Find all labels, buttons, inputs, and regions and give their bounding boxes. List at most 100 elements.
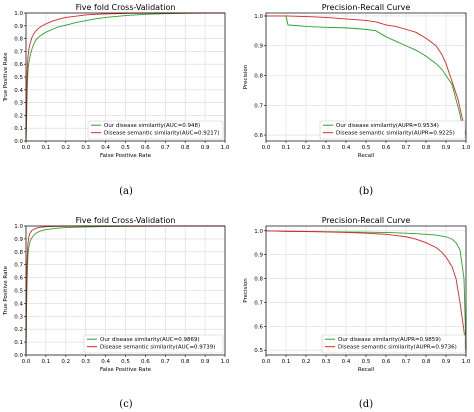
panel-caption: (d) bbox=[359, 399, 373, 410]
x-tick-label: 0.4 bbox=[342, 145, 351, 151]
chart-panel-2: 0.0 0.1 0.2 0.3 0.4 0.5 0.6 0.7 0.8 0.9 1.0 0.6 0.7 0… bbox=[243, 3, 471, 197]
x-axis-label: False Positive Rate bbox=[100, 367, 152, 373]
plot-frame bbox=[25, 225, 226, 356]
legend: Our disease similarity(AUC=0.948) Disease… bbox=[87, 120, 224, 140]
x-tick-label: 0.9 bbox=[442, 359, 451, 365]
y-tick-label: 0.5 bbox=[14, 75, 23, 81]
x-tick-label: 1.0 bbox=[221, 145, 230, 151]
legend-entry: Our disease similarity(AUPR=0.9859) bbox=[338, 337, 441, 343]
legend-entry: Our disease similarity(AUC=0.948) bbox=[104, 123, 200, 129]
y-tick-label: 0.6 bbox=[254, 133, 263, 139]
y-tick-label: 0.6 bbox=[254, 324, 263, 330]
y-tick-label: 0.5 bbox=[14, 289, 23, 295]
series-line-1 bbox=[25, 12, 225, 142]
x-tick-label: 0.3 bbox=[322, 359, 331, 365]
x-tick-label: 0.7 bbox=[402, 359, 411, 365]
x-tick-label: 0.6 bbox=[141, 359, 150, 365]
legend-entry: Our disease similarity(AUC=0.9869) bbox=[100, 337, 200, 343]
plot-frame bbox=[265, 12, 467, 142]
legend-entry: Disease semantic similarity(AUPR=0.9225) bbox=[336, 131, 455, 137]
y-tick-label: 0.9 bbox=[14, 24, 23, 30]
x-tick-label: 0.6 bbox=[382, 359, 391, 365]
x-axis-label: False Positive Rate bbox=[100, 153, 152, 159]
x-tick-label: 0.8 bbox=[422, 145, 431, 151]
x-tick-label: 0.2 bbox=[61, 145, 70, 151]
x-axis-label: Recall bbox=[358, 367, 375, 373]
y-tick-label: 0.6 bbox=[14, 276, 23, 282]
y-tick-label: 0.8 bbox=[254, 277, 263, 283]
legend: Our disease similarity(AUPR=0.9859) Disea… bbox=[321, 334, 466, 354]
x-tick-label: 0.5 bbox=[362, 145, 371, 151]
y-tick-label: 0.7 bbox=[254, 300, 263, 306]
y-tick-label: 1.0 bbox=[14, 224, 23, 230]
x-tick-label: 0.6 bbox=[141, 145, 150, 151]
legend-entry: Disease semantic similarity(AUPR=0.9736) bbox=[338, 345, 457, 351]
x-tick-label: 1.0 bbox=[462, 359, 471, 365]
y-tick-label: 1.0 bbox=[254, 14, 263, 20]
y-tick-label: 0.9 bbox=[254, 253, 263, 259]
x-tick-label: 0.8 bbox=[181, 359, 190, 365]
y-tick-label: 0.4 bbox=[14, 301, 23, 307]
x-tick-label: 0.0 bbox=[22, 145, 31, 151]
series-line-2 bbox=[265, 230, 467, 351]
x-axis-label: Recall bbox=[358, 153, 375, 159]
chart-panel-3: 0.0 0.1 0.2 0.3 0.4 0.5 0.6 0.7 0.8 0.9 1.0 0.0 0.1 0… bbox=[3, 216, 230, 410]
x-tick-label: 0.5 bbox=[121, 145, 130, 151]
panel-caption: (b) bbox=[359, 186, 373, 197]
legend-box bbox=[83, 334, 224, 354]
x-tick-label: 1.0 bbox=[221, 359, 230, 365]
y-tick-label: 0.4 bbox=[14, 88, 23, 94]
y-tick-label: 0.8 bbox=[14, 37, 23, 43]
legend-entry: Our disease similarity(AUPR=0.9534) bbox=[336, 123, 439, 129]
y-tick-label: 0.2 bbox=[14, 327, 23, 333]
y-axis-label: Precision bbox=[243, 278, 249, 303]
x-tick-label: 0.6 bbox=[382, 145, 391, 151]
chart-title: Five fold Cross-Validation bbox=[76, 216, 176, 225]
x-tick-label: 0.3 bbox=[322, 145, 331, 151]
plot-frame bbox=[25, 12, 226, 142]
x-tick-label: 0.5 bbox=[362, 359, 371, 365]
y-tick-label: 0.6 bbox=[14, 62, 23, 68]
y-tick-label: 1.0 bbox=[254, 229, 263, 235]
panel-caption: (c) bbox=[119, 399, 133, 410]
y-axis-label: Precision bbox=[243, 64, 249, 89]
x-tick-label: 0.0 bbox=[262, 145, 271, 151]
legend: Our disease similarity(AUPR=0.9534) Disea… bbox=[319, 120, 466, 140]
y-tick-label: 0.7 bbox=[14, 263, 23, 269]
plot-frame bbox=[265, 225, 467, 356]
x-tick-label: 1.0 bbox=[462, 145, 471, 151]
y-tick-label: 0.0 bbox=[14, 353, 23, 359]
x-tick-label: 0.2 bbox=[302, 359, 311, 365]
x-tick-label: 0.9 bbox=[201, 359, 210, 365]
x-tick-label: 0.4 bbox=[101, 359, 110, 365]
chart-title: Precision-Recall Curve bbox=[322, 216, 411, 225]
x-tick-label: 0.4 bbox=[101, 145, 110, 151]
series-line-2 bbox=[266, 15, 467, 136]
x-tick-label: 0.2 bbox=[61, 359, 70, 365]
x-tick-label: 0.3 bbox=[81, 359, 90, 365]
legend-box bbox=[321, 334, 466, 354]
y-tick-label: 0.1 bbox=[14, 126, 23, 132]
x-tick-label: 0.2 bbox=[302, 145, 311, 151]
x-tick-label: 0.8 bbox=[181, 145, 190, 151]
x-tick-label: 0.1 bbox=[282, 359, 291, 365]
x-tick-label: 0.1 bbox=[42, 359, 51, 365]
series-line-1 bbox=[266, 15, 467, 136]
y-tick-label: 1.0 bbox=[14, 11, 23, 17]
y-tick-label: 0.2 bbox=[14, 113, 23, 119]
y-tick-label: 0.3 bbox=[14, 101, 23, 107]
y-tick-label: 0.8 bbox=[254, 74, 263, 80]
chart-title: Five fold Cross-Validation bbox=[76, 3, 176, 12]
legend-entry: Disease semantic similarity(AUC=0.9739) bbox=[100, 345, 215, 351]
x-tick-label: 0.7 bbox=[402, 145, 411, 151]
y-axis-label: True Positive Rate bbox=[3, 52, 9, 103]
chart-panel-1: 0.0 0.1 0.2 0.3 0.4 0.5 0.6 0.7 0.8 0.9 1.0 0.0 0.1 0… bbox=[3, 3, 230, 197]
legend-box bbox=[87, 120, 224, 140]
x-tick-label: 0.1 bbox=[282, 145, 291, 151]
x-tick-label: 0.8 bbox=[422, 359, 431, 365]
y-tick-label: 0.5 bbox=[254, 348, 263, 354]
y-tick-label: 0.7 bbox=[14, 49, 23, 55]
y-tick-label: 0.9 bbox=[14, 237, 23, 243]
x-tick-label: 0.5 bbox=[121, 359, 130, 365]
